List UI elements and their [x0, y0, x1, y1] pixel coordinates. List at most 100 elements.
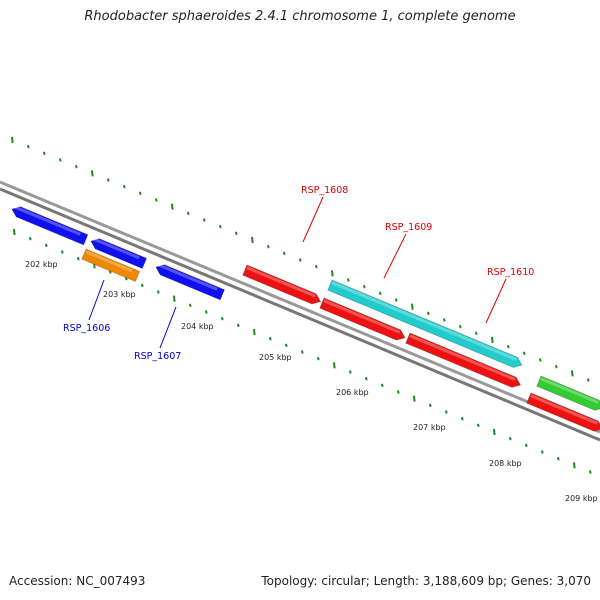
- major-tick: [573, 462, 576, 469]
- scale-label: 208 kbp: [489, 459, 522, 468]
- minor-tick: [541, 450, 544, 454]
- minor-tick: [61, 250, 64, 254]
- minor-tick: [125, 276, 128, 281]
- gene-arrow-highlight: [323, 299, 401, 334]
- minor-tick: [443, 318, 446, 322]
- minor-tick: [75, 164, 78, 169]
- minor-tick: [221, 316, 224, 321]
- minor-tick: [509, 436, 512, 441]
- minor-tick: [349, 370, 352, 374]
- minor-tick: [525, 443, 528, 448]
- minor-tick: [267, 244, 270, 249]
- gene-arrow-highlight: [540, 377, 599, 404]
- label-leaders: [88, 196, 507, 349]
- minor-tick: [189, 303, 192, 308]
- minor-tick: [27, 144, 30, 149]
- minor-tick: [269, 336, 272, 341]
- minor-tick: [235, 231, 238, 236]
- minor-tick: [43, 151, 46, 156]
- gene-feature-8[interactable]: [405, 332, 523, 390]
- minor-tick: [317, 356, 320, 361]
- gene-labels: RSP_1606 RSP_1607 RSP_1608 RSP_1609 RSP_1610: [63, 185, 534, 362]
- major-tick: [331, 270, 334, 277]
- gene-label[interactable]: RSP_1610: [487, 267, 534, 278]
- minor-tick: [205, 310, 208, 314]
- minor-tick: [123, 184, 126, 189]
- gene-feature-3[interactable]: [89, 236, 148, 269]
- gene-arrow: [536, 375, 600, 411]
- minor-tick: [507, 344, 510, 349]
- gene-label[interactable]: RSP_1608: [301, 185, 348, 196]
- minor-tick: [141, 283, 144, 288]
- major-tick: [411, 303, 414, 310]
- gene-feature-9[interactable]: [526, 392, 600, 434]
- major-tick: [91, 170, 94, 177]
- scale-label: 207 kbp: [413, 423, 446, 432]
- minor-tick: [523, 351, 526, 356]
- map-title: Rhodobacter sphaeroides 2.4.1 chromosome…: [84, 9, 516, 24]
- minor-tick: [445, 410, 448, 414]
- minor-tick: [187, 211, 190, 216]
- major-tick: [251, 236, 254, 244]
- genome-summary-text: Topology: circular; Length: 3,188,609 bp…: [261, 574, 591, 588]
- minor-tick: [283, 251, 286, 256]
- scale-label: 205 kbp: [259, 353, 292, 362]
- major-tick: [11, 136, 14, 144]
- gene-label[interactable]: RSP_1607: [134, 351, 181, 362]
- leader-line: [302, 196, 324, 243]
- minor-tick: [429, 403, 432, 408]
- gene-features: [10, 204, 600, 434]
- minor-tick: [237, 323, 240, 328]
- minor-tick: [589, 470, 592, 474]
- gene-feature-5[interactable]: [154, 262, 225, 301]
- scale-label: 209 kbp: [565, 494, 598, 503]
- major-tick: [253, 328, 256, 336]
- minor-tick: [381, 383, 384, 388]
- minor-tick: [397, 390, 400, 394]
- accession-text: Accession: NC_007493: [9, 574, 146, 588]
- minor-tick: [203, 218, 206, 222]
- leader-line: [88, 279, 105, 321]
- minor-tick: [157, 290, 160, 294]
- minor-tick: [77, 256, 80, 261]
- gene-arrow-highlight: [92, 237, 140, 260]
- gene-arrow-highlight: [246, 266, 316, 298]
- minor-tick: [363, 284, 366, 289]
- minor-tick: [301, 350, 304, 354]
- minor-tick: [587, 378, 590, 382]
- scale-label: 203 kbp: [103, 290, 136, 299]
- gene-feature-2[interactable]: [10, 204, 89, 246]
- minor-tick: [285, 343, 288, 348]
- gene-arrow: [242, 264, 322, 305]
- gene-label[interactable]: RSP_1609: [385, 222, 432, 233]
- minor-tick: [155, 198, 158, 202]
- gene-arrow: [319, 297, 406, 341]
- gene-feature-6[interactable]: [242, 264, 323, 307]
- gene-feature-7[interactable]: [319, 297, 407, 343]
- major-tick: [173, 295, 176, 302]
- leader-line: [383, 233, 407, 279]
- gene-arrow-highlight: [409, 334, 516, 381]
- minor-tick: [347, 278, 350, 282]
- gene-label[interactable]: RSP_1606: [63, 323, 110, 334]
- minor-tick: [139, 191, 142, 196]
- leader-line: [159, 306, 177, 349]
- minor-tick: [29, 236, 32, 241]
- gene-arrow: [405, 332, 522, 388]
- gene-feature-10[interactable]: [327, 279, 524, 370]
- backbone-outer: [0, 180, 600, 434]
- minor-tick: [459, 324, 462, 329]
- major-tick: [333, 362, 336, 369]
- gene-arrow: [327, 279, 523, 368]
- minor-tick: [45, 243, 48, 248]
- gene-arrow: [90, 238, 148, 269]
- minor-tick: [219, 224, 222, 229]
- minor-tick: [107, 178, 110, 182]
- tick-marks: [11, 136, 592, 474]
- gene-feature-11[interactable]: [536, 375, 600, 413]
- minor-tick: [557, 456, 560, 461]
- gene-feature-4[interactable]: [81, 248, 141, 282]
- scale-label: 202 kbp: [25, 260, 58, 269]
- major-tick: [171, 203, 174, 210]
